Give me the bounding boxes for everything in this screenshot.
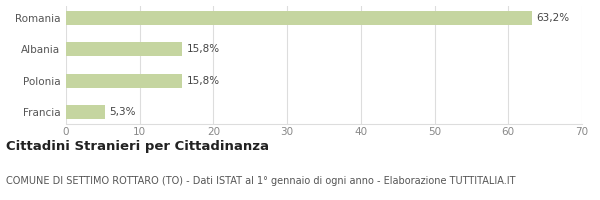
Bar [66, 74, 182, 88]
Bar [66, 105, 105, 119]
Text: 15,8%: 15,8% [187, 76, 220, 86]
Text: 63,2%: 63,2% [536, 13, 569, 23]
Bar [66, 42, 182, 56]
Text: 15,8%: 15,8% [187, 44, 220, 54]
Text: 5,3%: 5,3% [109, 107, 136, 117]
Bar [66, 11, 532, 25]
Text: Cittadini Stranieri per Cittadinanza: Cittadini Stranieri per Cittadinanza [6, 140, 269, 153]
Text: COMUNE DI SETTIMO ROTTARO (TO) - Dati ISTAT al 1° gennaio di ogni anno - Elabora: COMUNE DI SETTIMO ROTTARO (TO) - Dati IS… [6, 176, 515, 186]
